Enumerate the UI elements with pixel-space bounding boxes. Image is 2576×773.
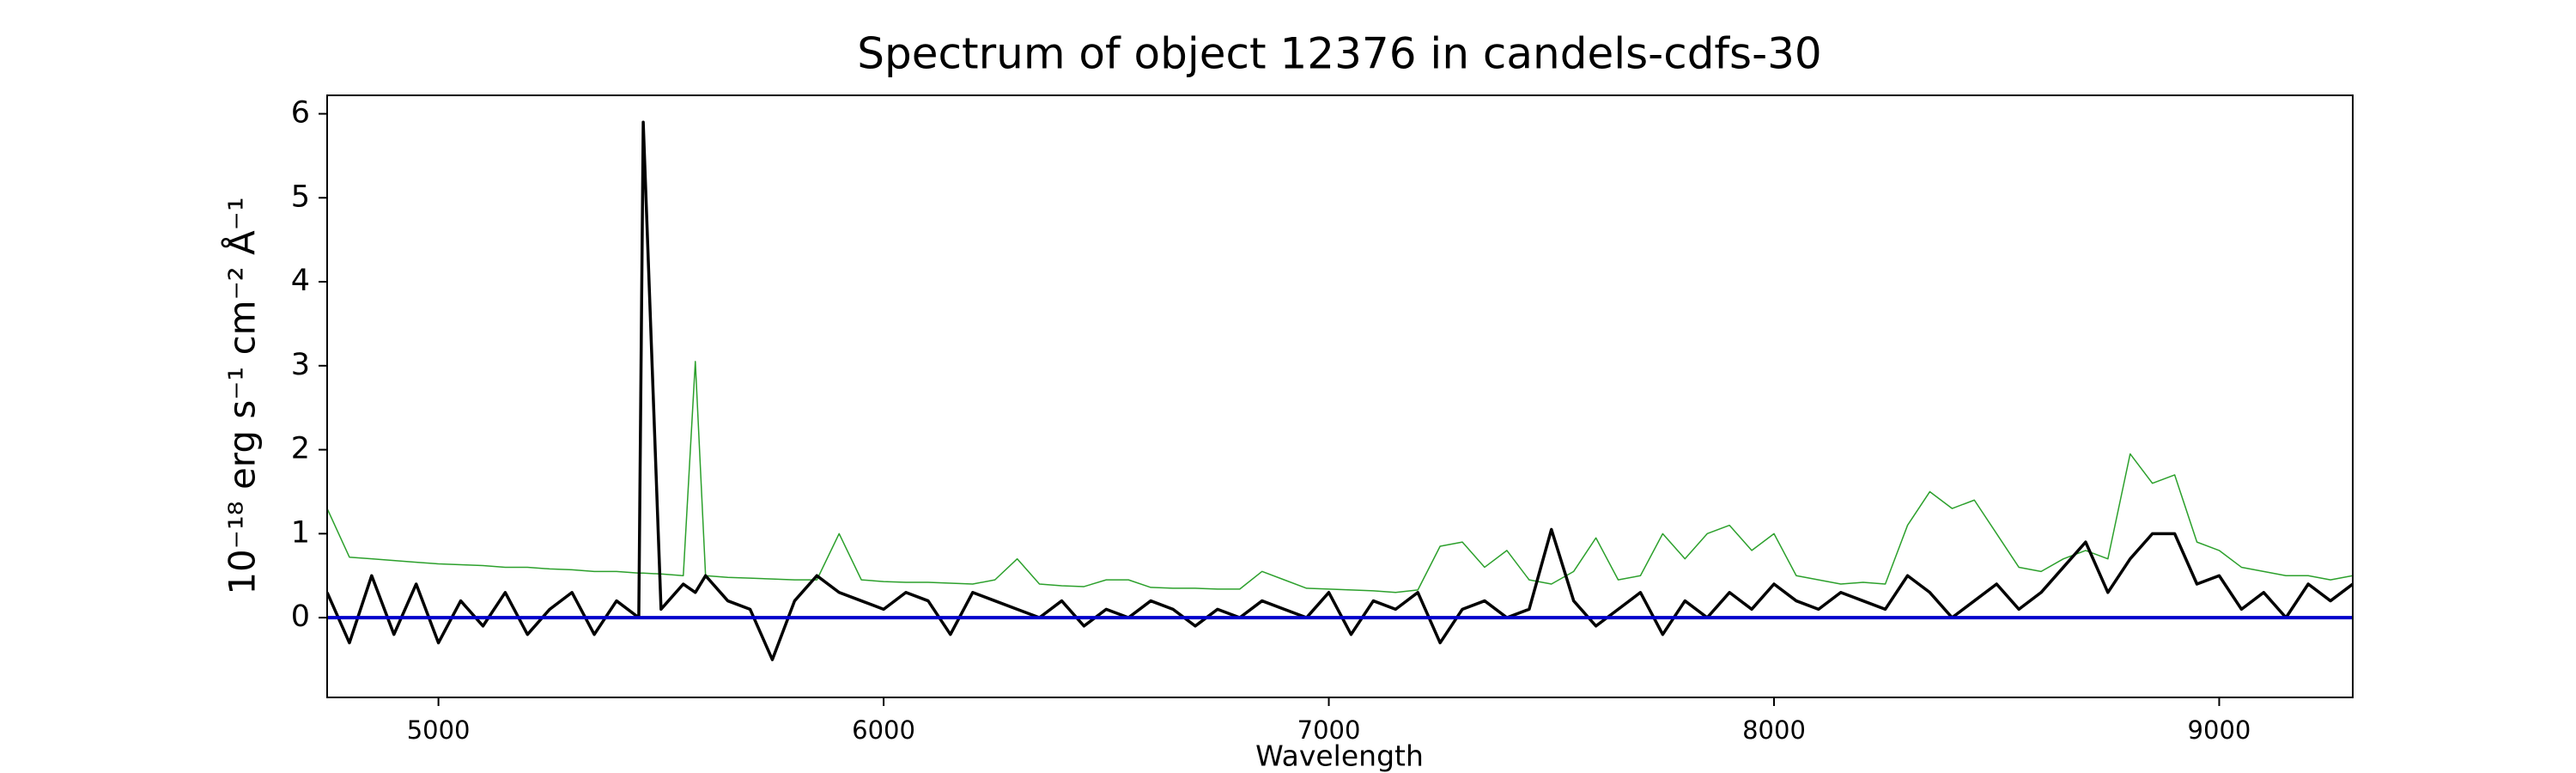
x-axis-label: Wavelength — [1255, 740, 1424, 773]
y-tick-label: 0 — [291, 600, 310, 634]
y-tick-label: 2 — [291, 432, 310, 466]
x-tick-label: 6000 — [852, 715, 915, 745]
x-tick-label: 5000 — [407, 715, 471, 745]
x-tick-label: 7000 — [1297, 715, 1361, 745]
plot-frame — [326, 94, 2354, 698]
y-tick-label: 6 — [291, 96, 310, 131]
x-tick-label: 8000 — [1742, 715, 1806, 745]
spectrum-line — [327, 120, 2353, 661]
y-tick-label: 5 — [291, 180, 310, 214]
x-tick-label: 9000 — [2188, 715, 2251, 745]
y-tick-label: 3 — [291, 348, 310, 382]
y-tick-label: 1 — [291, 515, 310, 550]
y-axis-label: 10⁻¹⁸ erg s⁻¹ cm⁻² Å⁻¹ — [221, 197, 264, 594]
chart-title: Spectrum of object 12376 in candels-cdfs… — [857, 29, 1822, 79]
spectrum-line — [327, 361, 2353, 593]
y-tick-label: 4 — [291, 264, 310, 298]
